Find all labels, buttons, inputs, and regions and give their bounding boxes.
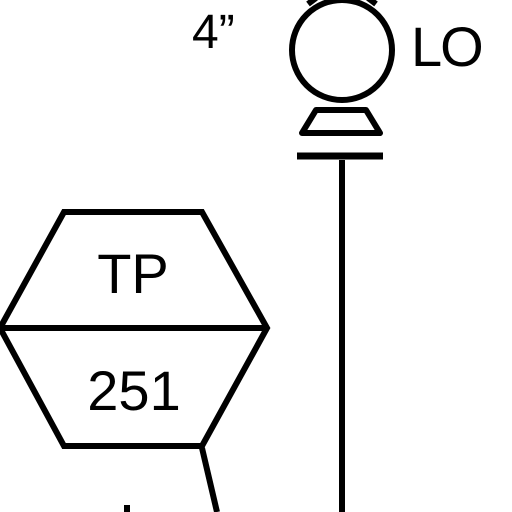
- signal-line: [199, 447, 220, 512]
- instrument-tag[interactable]: [0, 209, 271, 449]
- instrument-function-letters: TP: [97, 242, 169, 305]
- valve-base: [299, 107, 383, 136]
- valve-body-circle: [289, 0, 395, 103]
- instrument-loop-number: 251: [87, 359, 180, 422]
- valve-position-label: LO: [411, 15, 482, 78]
- line-size-label: 4”: [192, 6, 235, 59]
- instrument-hexagon: [0, 209, 271, 449]
- valve-top-lugs: [306, 0, 378, 7]
- ball-valve-icon[interactable]: [289, 0, 395, 136]
